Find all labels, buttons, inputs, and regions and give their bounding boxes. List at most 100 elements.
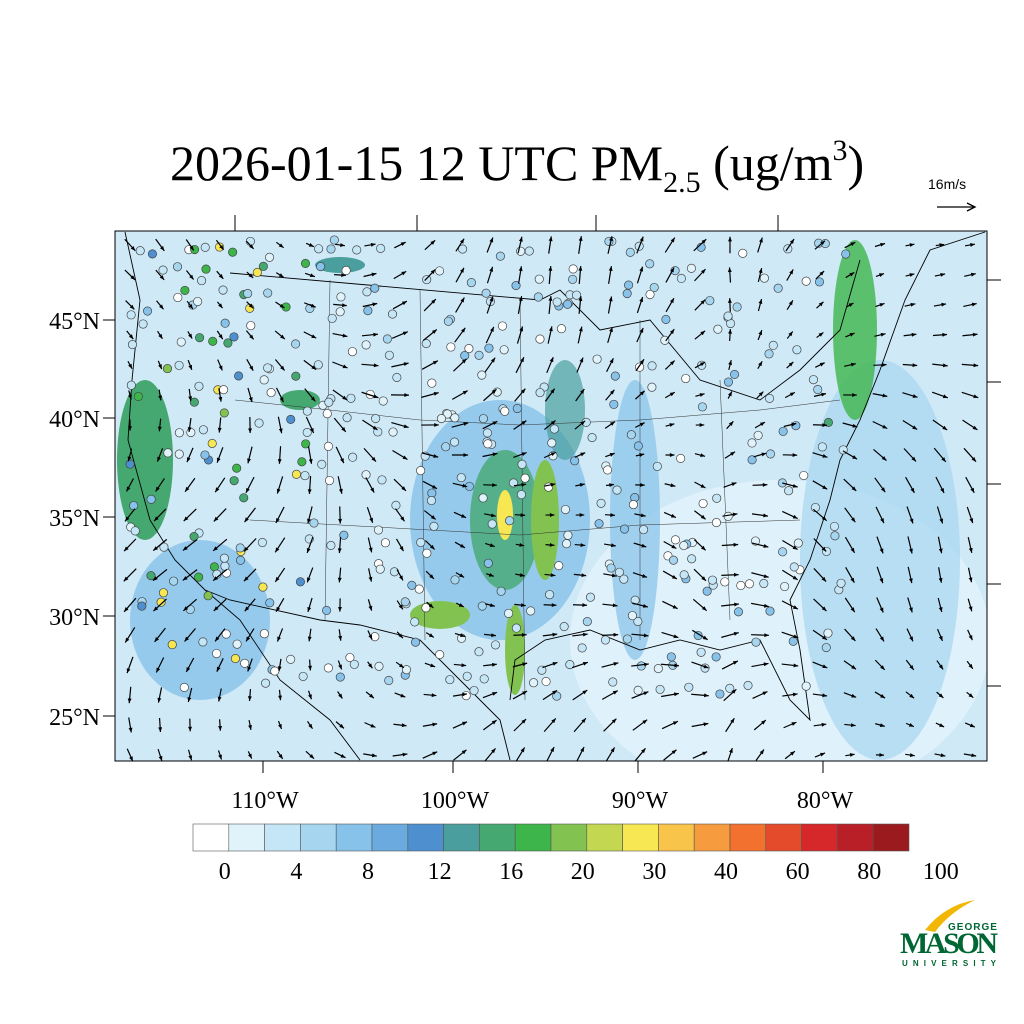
wind-arrow-head [186,457,191,463]
wind-arrow-head [187,427,192,432]
station [373,427,383,437]
wind-arrow-head [401,486,406,491]
wind-arrow-head [368,576,373,582]
title-sub: 2.5 [663,166,701,199]
wind-arrow-head [428,633,434,638]
station [723,311,733,321]
wind-arrow-head [879,578,884,584]
station [143,306,153,316]
station [479,674,489,684]
station [180,285,190,295]
wind-arrow-head [342,364,348,369]
station [652,461,662,471]
wind-arrow-head [912,363,918,368]
wind-arrow-head [373,394,379,399]
wind-arrow-head [218,754,222,760]
station [291,469,302,479]
wind-arrow-head [548,296,553,301]
wind-arrow-head [399,575,403,581]
station [435,650,445,660]
vector-reference-label: 16m/s [928,176,966,192]
wind-arrow-head [279,303,285,309]
wind-arrow-head [492,692,498,696]
station [668,555,679,565]
station [421,603,431,613]
wind-arrow-head [370,723,376,728]
station [441,442,451,452]
station [759,578,769,589]
wind-arrow-head [821,516,827,521]
station [322,605,332,616]
station [524,246,534,256]
colorbar-box [693,823,731,852]
lat-label: 40°N [49,407,100,433]
wind-arrow-head [552,690,558,695]
wind-arrow-head [822,635,827,640]
wind-arrow-head [609,327,613,333]
wind-arrow-head [704,693,709,698]
wind-arrow-head [158,395,163,401]
wind-arrow-head [433,391,439,396]
station [647,361,657,371]
wind-arrow-head [763,603,769,608]
wind-arrow-head [880,242,886,247]
wind-arrow-head [400,242,406,246]
colorbar-box [300,823,337,852]
logo-bottom: UNIVERSITY [902,959,998,968]
lat-label: 45°N [49,309,100,335]
wind-arrow-head [158,727,163,733]
station [497,321,508,331]
wind-arrow-head [307,577,311,583]
wind-arrow-head [308,723,313,729]
station [229,476,239,486]
wind-arrow-head [521,482,527,487]
wind-arrow-head [758,361,763,367]
station [198,425,208,435]
wind-arrow-head [369,517,373,523]
station [389,567,399,577]
wind-arrow-head [763,544,769,548]
station [499,345,509,355]
station [263,363,273,373]
station [496,586,506,596]
wind-arrow-head [278,723,282,729]
wind-arrow-head [520,357,524,363]
wind-arrow-head [153,546,159,551]
wind-arrow-head [758,268,763,274]
wind-arrow-head [402,455,408,460]
station [814,277,825,287]
wind-arrow-head [609,236,613,242]
wind-arrow-head [215,636,220,642]
station [450,575,460,585]
wind-arrow-head [183,606,189,611]
station [198,637,208,647]
station [339,530,349,540]
field-patch [610,380,660,660]
station [373,525,383,535]
wind-arrow-head [491,662,497,667]
station [254,418,264,428]
station [720,577,730,587]
wind-arrow-head [460,633,465,638]
wind-arrow-head [971,456,977,462]
wind-arrow-head [308,243,314,247]
station [317,459,327,469]
wind-arrow-head [311,334,317,339]
station [829,521,840,531]
station [594,519,604,529]
wind-arrow-head [674,663,679,668]
wind-arrow-head [938,693,944,698]
wind-arrow-head [850,362,856,367]
wind-arrow-head [372,302,378,307]
wind-arrow-head [279,397,284,403]
station [614,567,624,577]
station [163,448,173,458]
wind-arrow-head [788,300,793,306]
wind-arrow-head [729,748,733,753]
wind-arrow-head [909,607,913,613]
wind-arrow-head [280,334,285,340]
wind-arrow-head [940,753,946,758]
wind-arrow-head [308,694,312,700]
station [363,306,373,316]
